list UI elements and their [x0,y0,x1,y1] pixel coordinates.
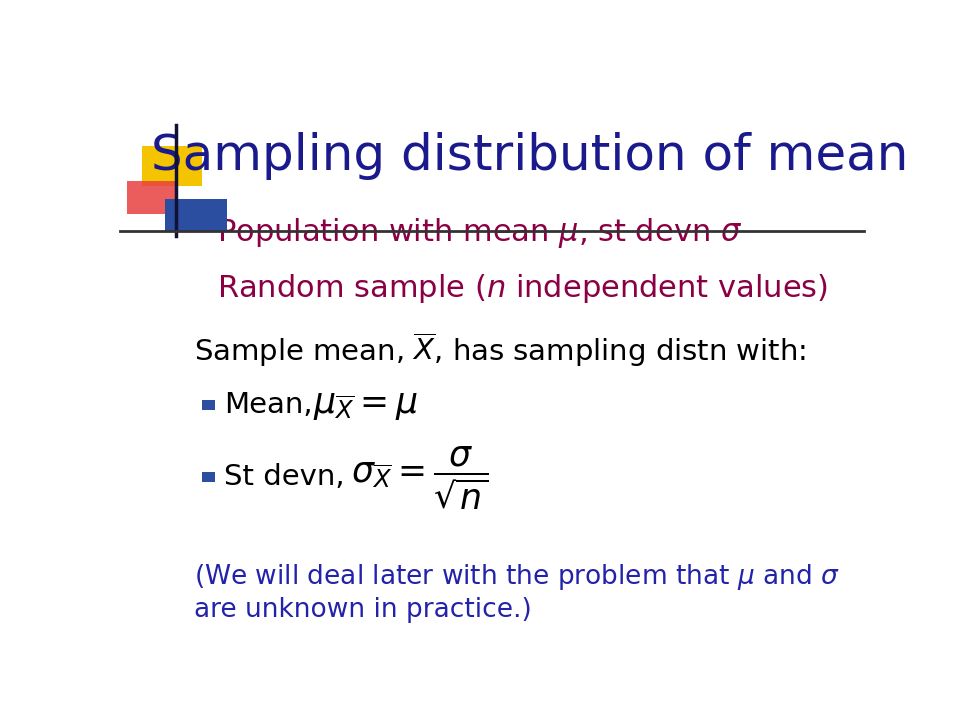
Bar [202,472,215,482]
Text: are unknown in practice.): are unknown in practice.) [194,598,532,624]
Text: Sample mean, $\overline{X}$, has sampling distn with:: Sample mean, $\overline{X}$, has samplin… [194,330,806,369]
Bar [202,400,215,410]
Text: Sampling distribution of mean: Sampling distribution of mean [151,132,908,180]
Bar [165,199,228,230]
Text: $\mu_{\overline{X}} = \mu$: $\mu_{\overline{X}} = \mu$ [313,388,419,422]
Text: Population with mean $\mu$, st devn $\sigma$: Population with mean $\mu$, st devn $\si… [217,216,742,251]
Text: Random sample ($n$ independent values): Random sample ($n$ independent values) [217,272,828,305]
Bar [142,146,202,186]
Text: Mean,: Mean, [225,391,313,419]
Text: St devn,: St devn, [225,463,345,491]
Bar [128,181,178,214]
Text: (We will deal later with the problem that $\mu$ and $\sigma$: (We will deal later with the problem tha… [194,562,840,592]
Text: $\sigma_{\overline{X}} = \dfrac{\sigma}{\sqrt{n}}$: $\sigma_{\overline{X}} = \dfrac{\sigma}{… [350,444,488,510]
